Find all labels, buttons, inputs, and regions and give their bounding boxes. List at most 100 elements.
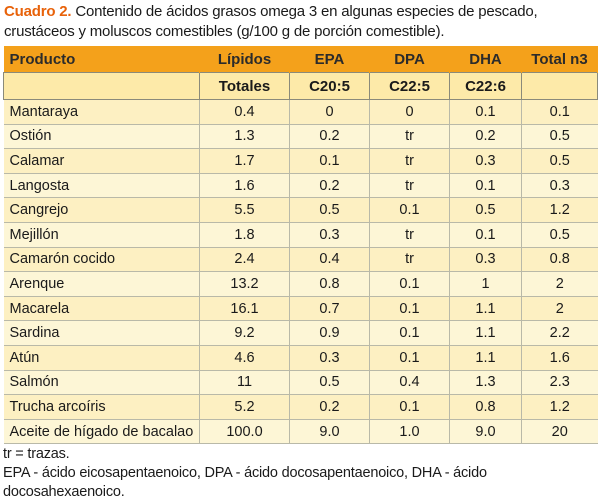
cell-dpa: tr (369, 148, 450, 174)
cell-lipidos: 5.2 (199, 394, 290, 420)
table-row: Camarón cocido 2.4 0.4 tr 0.3 0.8 (3, 247, 598, 273)
table-caption: Cuadro 2. Contenido de ácidos grasos ome… (0, 0, 600, 46)
cell-lipidos: 13.2 (199, 271, 290, 297)
cell-producto: Mantaraya (3, 99, 200, 125)
cell-total-n3: 0.1 (521, 99, 598, 125)
table-row: Mejillón 1.8 0.3 tr 0.1 0.5 (3, 222, 598, 248)
cell-dha: 0.1 (449, 99, 522, 125)
table-row: Calamar 1.7 0.1 tr 0.3 0.5 (3, 148, 598, 174)
cell-dha: 1.1 (449, 296, 522, 322)
cell-total-n3: 0.5 (521, 222, 598, 248)
cell-producto: Mejillón (3, 222, 200, 248)
cell-dha: 1.1 (449, 320, 522, 346)
table-row: Ostión 1.3 0.2 tr 0.2 0.5 (3, 124, 598, 150)
cell-lipidos: 4.6 (199, 345, 290, 371)
table-row: Cangrejo 5.5 0.5 0.1 0.5 1.2 (3, 197, 598, 223)
cell-lipidos: 5.5 (199, 197, 290, 223)
cell-lipidos: 1.7 (199, 148, 290, 174)
cell-dha: 1.1 (449, 345, 522, 371)
cell-dpa: tr (369, 173, 450, 199)
cell-total-n3: 0.8 (521, 247, 598, 273)
cell-epa: 0 (289, 99, 370, 125)
cell-epa: 0.3 (289, 222, 370, 248)
table-row: Langosta 1.6 0.2 tr 0.1 0.3 (3, 173, 598, 199)
cell-total-n3: 0.5 (521, 124, 598, 150)
table-row: Sardina 9.2 0.9 0.1 1.1 2.2 (3, 320, 598, 346)
subheader-c22-6: C22:6 (449, 72, 522, 100)
cell-lipidos: 1.8 (199, 222, 290, 248)
cell-lipidos: 11 (199, 370, 290, 396)
table-notes: tr = trazas. EPA - ácido eicosapentaenoi… (0, 444, 600, 502)
table-row: Mantaraya 0.4 0 0 0.1 0.1 (3, 99, 598, 125)
cell-lipidos: 1.6 (199, 173, 290, 199)
cell-epa: 0.8 (289, 271, 370, 297)
cell-dha: 0.5 (449, 197, 522, 223)
cell-total-n3: 2.3 (521, 370, 598, 396)
cell-producto: Salmón (3, 370, 200, 396)
cell-lipidos: 100.0 (199, 419, 290, 445)
cell-producto: Trucha arcoíris (3, 394, 200, 420)
cell-dpa: tr (369, 247, 450, 273)
cell-dpa: 0.1 (369, 320, 450, 346)
header-epa: EPA (289, 46, 370, 73)
cell-lipidos: 2.4 (199, 247, 290, 273)
cell-dpa: 0 (369, 99, 450, 125)
subheader-blank-1 (3, 72, 200, 100)
table-row: Trucha arcoíris 5.2 0.2 0.1 0.8 1.2 (3, 394, 598, 420)
cell-dpa: 0.1 (369, 197, 450, 223)
cell-producto: Macarela (3, 296, 200, 322)
cell-lipidos: 9.2 (199, 320, 290, 346)
caption-label: Cuadro 2. (4, 3, 72, 20)
table-row: Atún 4.6 0.3 0.1 1.1 1.6 (3, 345, 598, 371)
cell-dha: 1 (449, 271, 522, 297)
cell-epa: 0.9 (289, 320, 370, 346)
cell-dha: 9.0 (449, 419, 522, 445)
cell-producto: Aceite de hígado de bacalao (3, 419, 200, 445)
cell-dha: 0.3 (449, 247, 522, 273)
subheader-c20-5: C20:5 (289, 72, 370, 100)
cell-lipidos: 16.1 (199, 296, 290, 322)
table-row: Aceite de hígado de bacalao 100.0 9.0 1.0 9.… (3, 419, 598, 445)
cell-dha: 0.1 (449, 173, 522, 199)
cell-dha: 0.3 (449, 148, 522, 174)
cell-dha: 1.3 (449, 370, 522, 396)
subheader-blank-2 (521, 72, 598, 100)
table-row: Macarela 16.1 0.7 0.1 1.1 2 (3, 296, 598, 322)
cell-epa: 0.7 (289, 296, 370, 322)
subheader-c22-5: C22:5 (369, 72, 450, 100)
cell-total-n3: 2.2 (521, 320, 598, 346)
cell-dpa: 0.1 (369, 271, 450, 297)
cell-dpa: 0.1 (369, 296, 450, 322)
cell-producto: Ostión (3, 124, 200, 150)
cell-producto: Atún (3, 345, 200, 371)
cell-dpa: 0.1 (369, 394, 450, 420)
cell-dha: 0.8 (449, 394, 522, 420)
header-dpa: DPA (369, 46, 450, 73)
cell-total-n3: 2 (521, 271, 598, 297)
cell-total-n3: 1.2 (521, 197, 598, 223)
cell-dpa: 0.1 (369, 345, 450, 371)
omega3-table: Producto Lípidos EPA DPA DHA Total n3 To… (3, 46, 598, 445)
cell-total-n3: 1.2 (521, 394, 598, 420)
cell-dpa: tr (369, 222, 450, 248)
cell-epa: 0.4 (289, 247, 370, 273)
cell-total-n3: 2 (521, 296, 598, 322)
cell-epa: 0.5 (289, 197, 370, 223)
cell-epa: 0.2 (289, 124, 370, 150)
table-row: Salmón 11 0.5 0.4 1.3 2.3 (3, 370, 598, 396)
header-row-sub: Totales C20:5 C22:5 C22:6 (3, 72, 598, 100)
cell-epa: 0.2 (289, 173, 370, 199)
cell-dpa: tr (369, 124, 450, 150)
cell-lipidos: 0.4 (199, 99, 290, 125)
cell-total-n3: 0.5 (521, 148, 598, 174)
header-row-main: Producto Lípidos EPA DPA DHA Total n3 (3, 46, 598, 73)
cell-producto: Calamar (3, 148, 200, 174)
cell-total-n3: 20 (521, 419, 598, 445)
header-producto: Producto (3, 46, 200, 73)
cell-epa: 0.3 (289, 345, 370, 371)
note-trazas: tr = trazas. (3, 446, 70, 463)
cell-producto: Sardina (3, 320, 200, 346)
cell-epa: 0.1 (289, 148, 370, 174)
header-lipidos: Lípidos (199, 46, 290, 73)
header-total-n3: Total n3 (521, 46, 598, 73)
